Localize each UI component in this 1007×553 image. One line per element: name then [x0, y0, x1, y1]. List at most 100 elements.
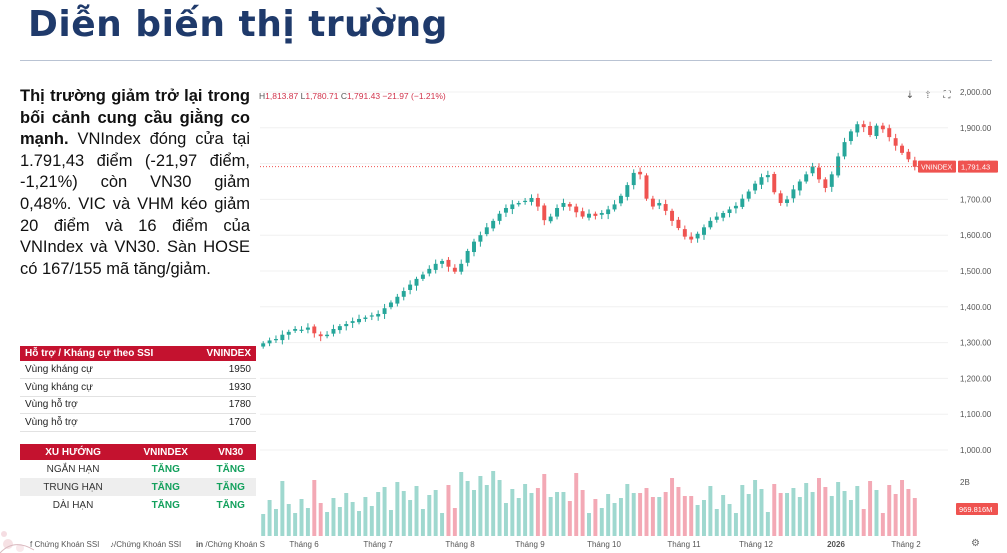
volume-bar — [689, 496, 694, 536]
volume-bar — [535, 488, 540, 536]
candle-body — [657, 202, 662, 206]
candle-body — [376, 313, 381, 317]
table-row: DÀI HẠN TĂNG TĂNG — [20, 496, 256, 514]
candle-body — [548, 216, 553, 222]
candle-body — [388, 302, 393, 308]
candle-body — [574, 206, 579, 213]
volume-bar — [286, 504, 291, 536]
price-tick-label: 1,300.00 — [960, 339, 992, 348]
volume-bar — [740, 485, 745, 536]
floral-decoration-icon — [0, 531, 35, 553]
price-tick-label: 1,200.00 — [960, 374, 992, 383]
volume-bar — [587, 513, 591, 536]
candle-body — [887, 128, 892, 138]
price-tick-label: 2,000.00 — [960, 88, 992, 97]
volume-bar — [305, 508, 310, 536]
table-row: Vùng kháng cự 1950 — [20, 361, 256, 379]
volume-bar — [797, 497, 802, 536]
volume-bar — [369, 506, 374, 536]
trend-vn30: TĂNG — [216, 499, 245, 511]
candle-body — [286, 331, 291, 335]
summary-body: VNIndex đóng cửa tại 1.791,43 điểm (-21,… — [20, 130, 250, 278]
candle-body — [350, 321, 355, 323]
candle-body — [484, 227, 489, 235]
linkedin-link[interactable]: in /Chứng Khoán S — [196, 540, 265, 549]
candle-body — [804, 174, 809, 182]
candle-body — [861, 124, 866, 128]
last-price-box — [958, 160, 998, 173]
volume-bar — [542, 474, 547, 536]
tiktok-link[interactable]: ♪/Chứng Khoán SSI — [110, 540, 182, 549]
volume-bar — [906, 489, 911, 536]
trend-vn30: TĂNG — [216, 463, 245, 475]
volume-bar — [280, 481, 285, 536]
price-tick-label: 1,900.00 — [960, 124, 992, 133]
candle-body — [618, 195, 623, 204]
candle-body — [740, 198, 745, 207]
volume-bar — [765, 512, 770, 536]
table-row: Vùng hỗ trợ 1700 — [20, 413, 256, 432]
last-price-tag: VNINDEX 1,791.43 — [918, 160, 998, 173]
volume-bar — [555, 492, 560, 536]
volume-bar — [657, 497, 662, 536]
candle-body — [459, 263, 464, 272]
candle-body — [408, 284, 413, 290]
volume-bar — [612, 503, 617, 536]
volume-bar — [580, 490, 585, 536]
volume-bar — [842, 491, 847, 536]
gear-icon[interactable]: ⚙ — [971, 538, 980, 549]
candle-body — [293, 328, 298, 331]
candle-body — [542, 205, 547, 221]
volume-series — [261, 471, 917, 536]
trend-term: TRUNG HẠN — [20, 478, 127, 496]
candle-body — [395, 296, 400, 304]
volume-bar — [395, 482, 400, 536]
download-icon[interactable]: ↓ — [905, 90, 915, 101]
volume-bar — [599, 508, 604, 536]
support-resistance-table: Hỗ trợ / Kháng cự theo SSI VNINDEX Vùng … — [20, 346, 256, 432]
candle-body — [746, 191, 751, 199]
candle-body — [785, 199, 790, 203]
volume-bar — [631, 493, 636, 536]
trend-vn30: TĂNG — [205, 478, 256, 496]
volume-bar — [510, 489, 515, 536]
volume-bar — [810, 492, 815, 536]
support-header-label: Hỗ trợ / Kháng cự theo SSI — [20, 346, 190, 361]
candle-body — [420, 274, 425, 279]
close-value: 1,791.43 — [346, 91, 381, 101]
time-axis: Tháng 6 Tháng 7 Tháng 8 Tháng 9 Tháng 10 Thán… — [289, 540, 921, 549]
time-tick-label: Tháng 9 — [515, 540, 545, 549]
volume-bar — [529, 493, 534, 536]
candlestick-series — [261, 120, 917, 349]
volume-bar — [644, 488, 649, 536]
volume-bar — [880, 513, 885, 536]
price-tick-label: 1,600.00 — [960, 231, 992, 240]
candle-body — [848, 131, 853, 142]
facebook-link[interactable]: f Chứng Khoán SSI — [30, 540, 100, 549]
candle-body — [778, 193, 783, 203]
volume-bar — [708, 486, 713, 536]
candle-body — [369, 315, 374, 317]
volume-bar — [868, 481, 873, 536]
volume-bar — [427, 495, 432, 536]
volume-bar — [376, 492, 381, 536]
tiktok-icon: ♪ — [110, 540, 114, 549]
volume-bar — [746, 494, 751, 536]
volume-bar — [267, 500, 272, 536]
volume-tick-label: 2B — [960, 478, 970, 487]
volume-bar — [682, 496, 687, 536]
share-icon[interactable]: ⇡ — [923, 90, 933, 101]
fullscreen-icon[interactable]: ⛶ — [943, 90, 951, 101]
volume-bar — [325, 512, 330, 536]
trend-vnindex: TĂNG — [151, 463, 180, 475]
volume-last-box — [956, 503, 998, 515]
vnindex-chart[interactable]: 2,000.001,900.001,800.001,700.001,600.00… — [258, 86, 1007, 553]
zone-value: 1950 — [189, 361, 256, 379]
candle-body — [702, 227, 706, 235]
candle-body — [606, 209, 611, 215]
trend-term: DÀI HẠN — [52, 499, 94, 511]
volume-bar — [874, 490, 879, 536]
candle-body — [689, 236, 694, 240]
trend-table-header: XU HƯỚNG VNINDEX VN30 — [20, 444, 256, 460]
last-price-value: 1,791.43 — [961, 163, 990, 172]
